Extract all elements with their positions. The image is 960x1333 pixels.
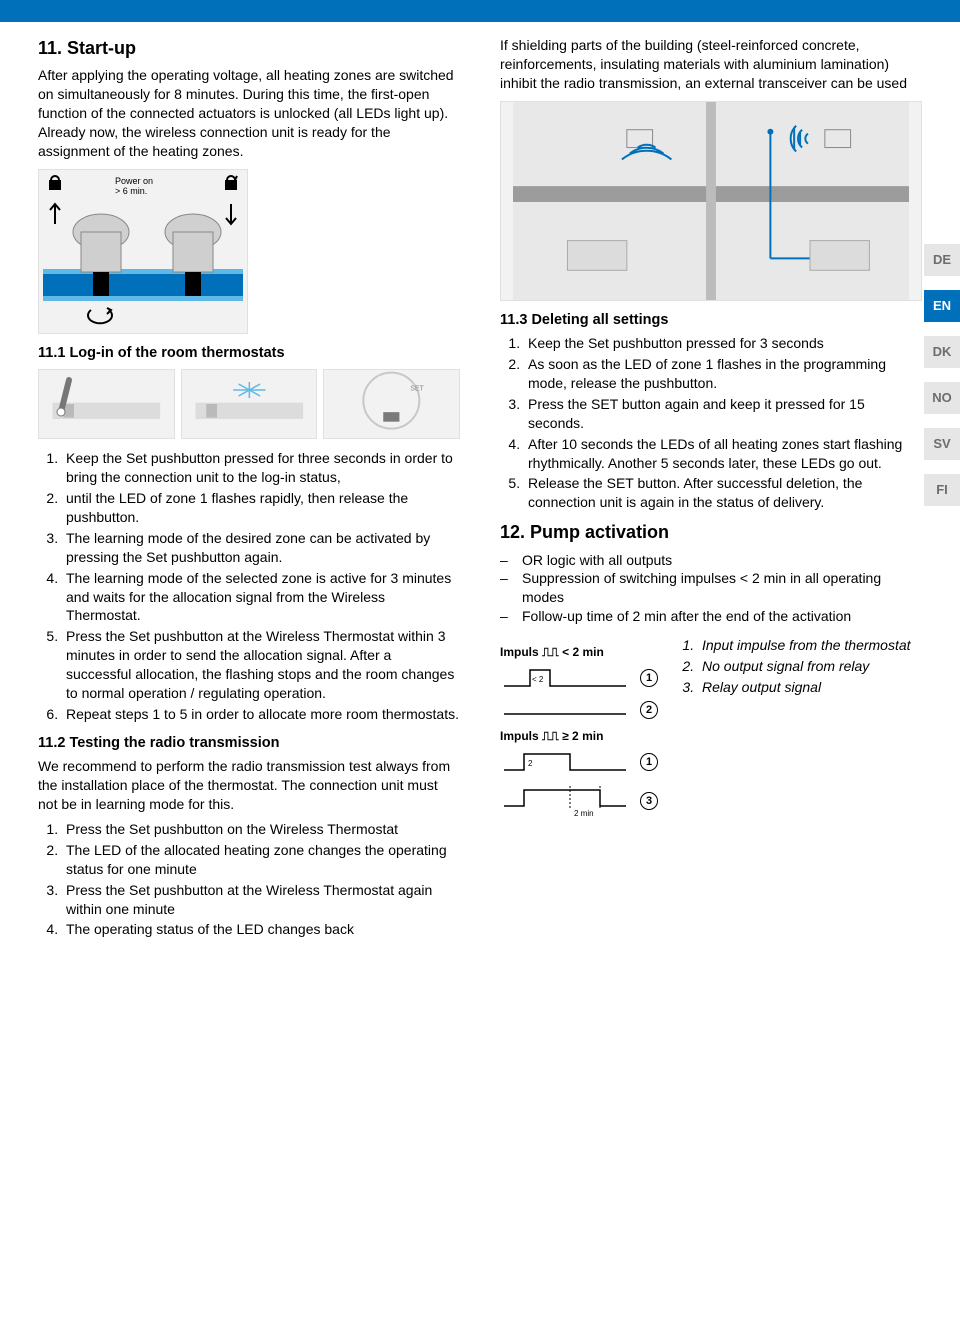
step-11-3-2: As soon as the LED of zone 1 flashes in … xyxy=(524,355,922,393)
lang-tab-fi[interactable]: FI xyxy=(924,474,960,506)
impulse-lt-line-1: < 2 1 xyxy=(500,664,658,692)
step-11-2-4: The operating status of the LED changes … xyxy=(62,920,460,939)
shielding-paragraph: If shielding parts of the building (stee… xyxy=(500,36,922,93)
step-11-3-5: Release the SET button. After successful… xyxy=(524,474,922,512)
impulse-label-ge: Impuls ⎍⎍ ≥ 2 min xyxy=(500,728,658,744)
impulse-lt-line-2: 2 xyxy=(500,700,658,720)
step-11-1-2: until the LED of zone 1 flashes rapidly,… xyxy=(62,489,460,527)
actuator-svg: Power on > 6 min. xyxy=(43,174,243,329)
step-11-3-4: After 10 seconds the LEDs of all heating… xyxy=(524,435,922,473)
heading-11-2: 11.2 Testing the radio transmission xyxy=(38,734,460,754)
lang-tab-en[interactable]: EN xyxy=(924,290,960,322)
step-11-2-3: Press the Set pushbutton at the Wireless… xyxy=(62,881,460,919)
svg-text:SET: SET xyxy=(411,386,425,393)
paragraph-11-2: We recommend to perform the radio transm… xyxy=(38,757,460,814)
heading-11-1: 11.1 Log-in of the room thermostats xyxy=(38,344,460,364)
impulse-ge-line-1: 2 1 xyxy=(500,748,658,776)
legend-1: Input impulse from the thermostat xyxy=(698,636,911,655)
content-area: 11. Start-up After applying the operatin… xyxy=(0,22,960,947)
pump-item-1: OR logic with all outputs xyxy=(500,551,922,570)
circ-1b: 1 xyxy=(640,753,658,771)
lang-tab-sv[interactable]: SV xyxy=(924,428,960,460)
transceiver-illustration xyxy=(500,101,922,301)
step-11-2-2: The LED of the allocated heating zone ch… xyxy=(62,841,460,879)
lang-tab-no[interactable]: NO xyxy=(924,382,960,414)
step-11-3-3: Press the SET button again and keep it p… xyxy=(524,395,922,433)
paragraph-11-intro: After applying the operating voltage, al… xyxy=(38,66,460,160)
pump-item-3: Follow-up time of 2 min after the end of… xyxy=(500,607,922,626)
legend-3: Relay output signal xyxy=(698,678,911,697)
lang-tab-de[interactable]: DE xyxy=(924,244,960,276)
impulse-diagrams: Impuls ⎍⎍ < 2 min < 2 1 2 Impuls ⎍⎍ ≥ 2 … xyxy=(500,636,658,826)
heading-11: 11. Start-up xyxy=(38,36,460,60)
step-11-2-1: Press the Set pushbutton on the Wireless… xyxy=(62,820,460,839)
heading-12: 12. Pump activation xyxy=(500,520,922,544)
impulse-legend: Input impulse from the thermostat No out… xyxy=(678,636,911,705)
impulse-section: Impuls ⎍⎍ < 2 min < 2 1 2 Impuls ⎍⎍ ≥ 2 … xyxy=(500,636,922,826)
heading-11-3: 11.3 Deleting all settings xyxy=(500,311,922,331)
circ-3: 3 xyxy=(640,792,658,810)
step-11-1-6: Repeat steps 1 to 5 in order to allocate… xyxy=(62,705,460,724)
pump-item-2: Suppression of switching impulses < 2 mi… xyxy=(500,569,922,607)
svg-text:2: 2 xyxy=(528,759,533,768)
impulse-ge-line-3: 2 min 3 xyxy=(500,784,658,818)
login-illust-3: SET xyxy=(323,369,460,439)
right-column: If shielding parts of the building (stee… xyxy=(480,36,932,947)
power-on-caption: Power on xyxy=(115,176,153,186)
login-illust-2 xyxy=(181,369,318,439)
impulse-label-lt: Impuls ⎍⎍ < 2 min xyxy=(500,644,658,660)
steps-11-3: Keep the Set pushbutton pressed for 3 se… xyxy=(500,334,922,512)
transceiver-svg xyxy=(501,102,921,300)
login-illust-1 xyxy=(38,369,175,439)
pump-list: OR logic with all outputs Suppression of… xyxy=(500,551,922,627)
steps-11-2: Press the Set pushbutton on the Wireless… xyxy=(38,820,460,939)
top-blue-bar xyxy=(0,0,960,22)
svg-text:< 2: < 2 xyxy=(532,675,544,684)
circ-2: 2 xyxy=(640,701,658,719)
legend-2: No output signal from relay xyxy=(698,657,911,676)
language-tabs: DE EN DK NO SV FI xyxy=(924,244,960,520)
step-11-1-4: The learning mode of the selected zone i… xyxy=(62,569,460,626)
step-11-1-1: Keep the Set pushbutton pressed for thre… xyxy=(62,449,460,487)
left-column: 11. Start-up After applying the operatin… xyxy=(28,36,480,947)
lang-tab-dk[interactable]: DK xyxy=(924,336,960,368)
step-11-1-5: Press the Set pushbutton at the Wireless… xyxy=(62,627,460,703)
power-on-time: > 6 min. xyxy=(115,186,147,196)
step-11-3-1: Keep the Set pushbutton pressed for 3 se… xyxy=(524,334,922,353)
login-illustration-row: SET xyxy=(38,369,460,439)
step-11-1-3: The learning mode of the desired zone ca… xyxy=(62,529,460,567)
svg-text:2 min: 2 min xyxy=(574,809,594,818)
actuator-illustration: Power on > 6 min. xyxy=(38,169,248,334)
circ-1a: 1 xyxy=(640,669,658,687)
steps-11-1: Keep the Set pushbutton pressed for thre… xyxy=(38,449,460,723)
